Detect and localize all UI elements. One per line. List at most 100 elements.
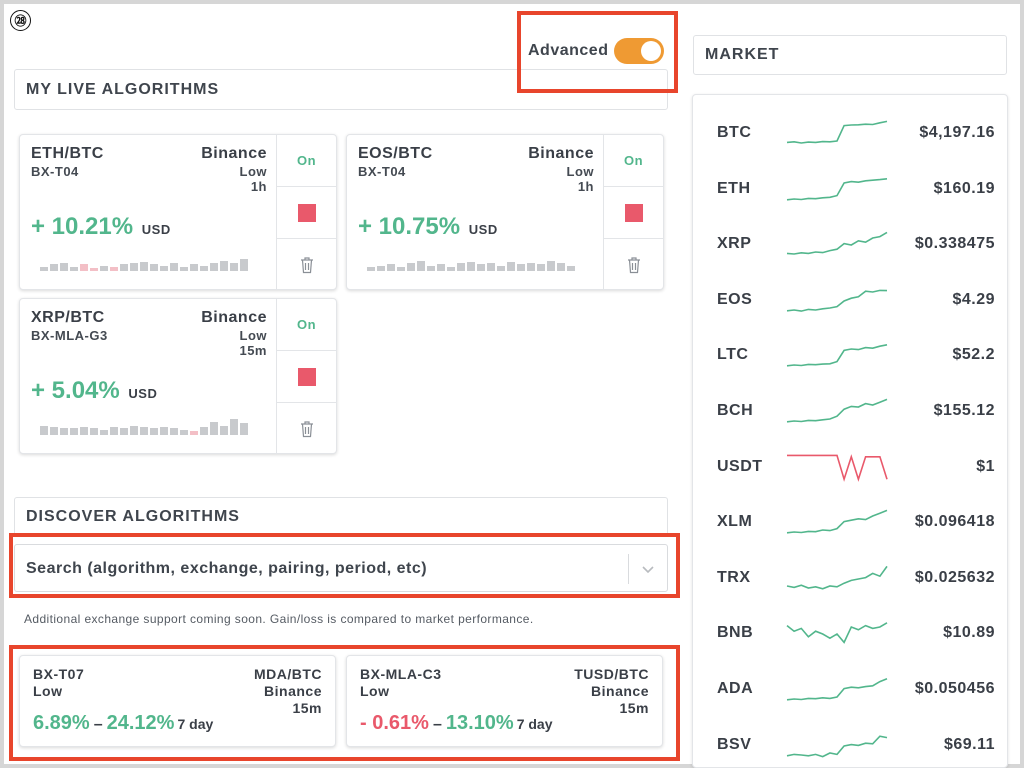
range-dash: – [93,716,103,733]
performance-bar [80,264,88,271]
sparkline [786,398,888,423]
market-row-eos[interactable]: EOS $4.29 [693,272,1009,328]
market-row-xrp[interactable]: XRP $0.338475 [693,216,1009,272]
performance-bar [427,266,435,271]
market-row-trx[interactable]: TRX $0.025632 [693,550,1009,606]
gain-high: 24.12% [106,712,175,734]
performance-bar [180,430,188,435]
advanced-toggle[interactable] [614,38,665,64]
performance-bar [130,426,138,435]
sparkline-chart [787,453,888,482]
performance-bar [447,267,455,271]
performance-bar [240,423,248,435]
algorithm-id: BX-T04 [358,164,406,179]
performance-bar [50,264,58,271]
live-algorithm-card[interactable]: ETH/BTC Binance BX-T04 Low 1h + 10.21% U… [19,134,337,290]
market-price: $0.025632 [914,568,995,586]
risk-label: Low [33,683,63,699]
discover-algorithm-card[interactable]: BX-MLA-C3 TUSD/BTC Low Binance 15m - 0.6… [346,655,663,747]
advanced-label: Advanced [528,42,609,59]
discover-algorithm-card[interactable]: BX-T07 MDA/BTC Low Binance 15m 6.89% –24.… [19,655,336,747]
sparkline-chart [786,622,888,645]
performance-bar [367,267,375,271]
performance-bar [170,263,178,271]
period-label: 15m [292,700,322,716]
exchange-label: Binance [264,683,322,699]
gain-value: + 10.75% [358,213,461,240]
live-algorithm-card[interactable]: XRP/BTC Binance BX-MLA-G3 Low 15m + 5.04… [19,298,337,454]
performance-bar [417,261,425,271]
status-label: On [296,153,317,168]
stop-button[interactable] [277,351,336,403]
sparkline [787,453,888,482]
market-row-ltc[interactable]: LTC $52.2 [693,327,1009,383]
sparkline [786,678,888,701]
market-row-bnb[interactable]: BNB $10.89 [693,605,1009,661]
performance-bar [190,431,198,435]
sparkline [786,177,888,201]
algorithm-id: BX-MLA-C3 [360,666,442,682]
sparkline-chart [786,565,888,590]
performance-bar [230,263,238,271]
market-row-eth[interactable]: ETH $160.19 [693,161,1009,217]
sparkline-chart [786,177,888,201]
performance-bar [527,263,535,271]
performance-bar [517,264,525,271]
chevron-down-icon[interactable] [641,562,655,576]
performance-bar [200,266,208,271]
performance-bar [120,264,128,271]
advanced-toggle-group[interactable]: Advanced [528,38,665,64]
performance-bar [190,264,198,271]
exchange-label: Binance [201,145,267,162]
market-price: $10.89 [943,624,995,642]
market-row-bch[interactable]: BCH $155.12 [693,383,1009,439]
market-symbol: BSV [717,735,752,753]
period-label: 15m [619,700,649,716]
market-symbol: EOS [717,290,753,308]
sparkline-chart [786,398,888,423]
performance-bar [497,266,505,271]
period-label: 1h [577,179,594,194]
market-price: $160.19 [933,179,995,197]
stop-button[interactable] [604,187,663,239]
sparkline-chart [786,678,888,701]
pair-label: MDA/BTC [253,666,322,682]
gain-display: + 10.75% USD [358,213,498,241]
gain-high: 13.10% [445,712,514,734]
market-price: $4.29 [952,290,995,308]
period-label: 15m [239,343,267,358]
status-toggle[interactable]: On [277,299,336,351]
status-toggle[interactable]: On [277,135,336,187]
market-row-xlm[interactable]: XLM $0.096418 [693,494,1009,550]
performance-bar [100,430,108,435]
sparkline-chart [786,344,888,367]
pair-label: ETH/BTC [31,145,104,162]
market-price: $0.096418 [914,513,995,531]
delete-button[interactable] [604,239,663,289]
gain-value: + 10.21% [31,213,134,240]
status-toggle[interactable]: On [604,135,663,187]
stop-button[interactable] [277,187,336,239]
performance-bar [60,263,68,271]
risk-label: Low [239,164,267,179]
performance-bar [507,262,515,271]
performance-bar [200,427,208,435]
market-row-usdt[interactable]: USDT $1 [693,439,1009,495]
performance-bar [160,266,168,271]
market-symbol: USDT [717,457,763,475]
performance-bar [140,262,148,271]
exchange-support-note: Additional exchange support coming soon.… [24,612,534,626]
algorithm-search-select[interactable]: Search (algorithm, exchange, pairing, pe… [14,544,668,592]
market-symbol: TRX [717,568,751,586]
performance-bars [40,419,248,435]
market-list: BTC $4,197.16 ETH $160.19 XRP $0.338475 … [692,94,1008,768]
delete-button[interactable] [277,239,336,289]
market-row-ada[interactable]: ADA $0.050456 [693,661,1009,717]
market-symbol: LTC [717,346,749,364]
risk-label: Low [239,328,267,343]
market-row-btc[interactable]: BTC $4,197.16 [693,105,1009,161]
market-symbol: XRP [717,235,752,253]
market-row-bsv[interactable]: BSV $69.11 [693,717,1009,768]
live-algorithm-card[interactable]: EOS/BTC Binance BX-T04 Low 1h + 10.75% U… [346,134,664,290]
delete-button[interactable] [277,403,336,453]
